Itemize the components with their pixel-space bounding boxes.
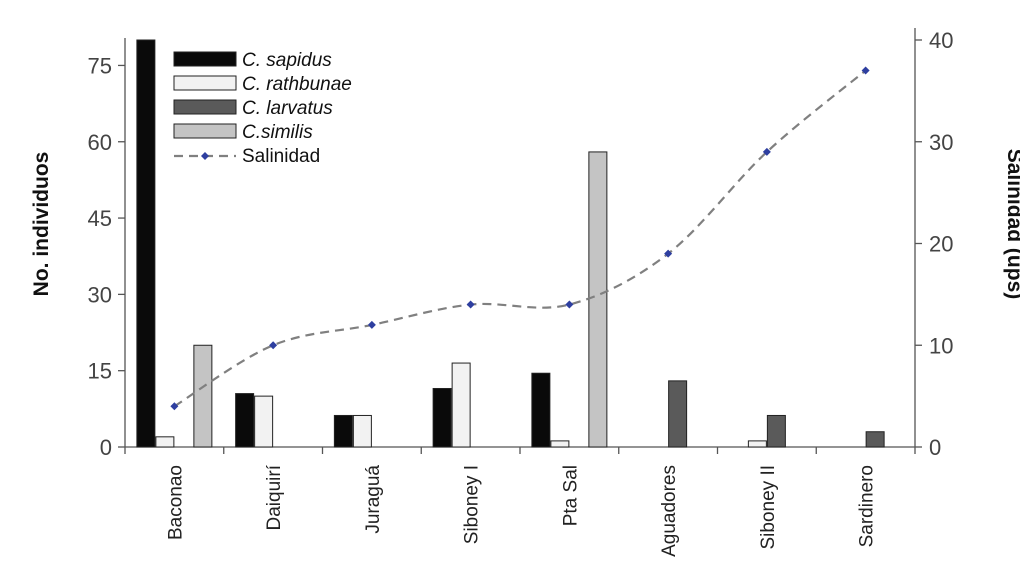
- y-tick-label-right: 10: [929, 333, 953, 358]
- x-tick-label: Sardinero: [857, 465, 878, 547]
- axis-labels: No. individuos Salinidad (ups): [30, 149, 1020, 300]
- y-tick-label-right: 30: [929, 130, 953, 155]
- x-tick-label: Daiquirí: [264, 464, 285, 530]
- legend-swatch: [173, 75, 237, 91]
- y-tick-label-left: 45: [88, 206, 112, 231]
- bar: [432, 387, 452, 448]
- salinity-point: [466, 300, 475, 309]
- salinity-point: [565, 300, 574, 309]
- y-tick-label-right: 0: [929, 435, 941, 460]
- salinity-point: [861, 66, 870, 75]
- axes: 0 15 30 45 60 75 0 10 20 30 40 Baconao Daiquirí Jurag…: [88, 28, 953, 557]
- salinity-point: [269, 341, 278, 350]
- legend-swatch: [173, 51, 237, 67]
- bar: [588, 151, 608, 448]
- y-tick-label-left: 75: [88, 53, 112, 78]
- legend-label: C. larvatus: [242, 98, 333, 119]
- x-tick-label: Baconao: [165, 465, 186, 540]
- bar: [531, 372, 551, 448]
- y-tick-label-left: 15: [88, 359, 112, 384]
- legend: C. sapidus C. rathbunae C. larvatus C.simil…: [173, 50, 352, 167]
- bar: [352, 414, 372, 448]
- y-tick-label-right: 20: [929, 232, 953, 257]
- x-tick-label: Juraguá: [363, 465, 384, 534]
- legend-swatch: [173, 99, 237, 115]
- x-tick-label: Pta Sal: [560, 465, 581, 526]
- legend-marker: [201, 152, 209, 160]
- bars: [136, 39, 885, 448]
- bar: [550, 440, 570, 448]
- bar: [155, 436, 175, 448]
- legend-label: Salinidad: [242, 146, 320, 167]
- bar: [747, 440, 767, 448]
- salinity-point: [762, 147, 771, 156]
- y-tick-label-left: 60: [88, 130, 112, 155]
- salinity-line: [170, 66, 870, 411]
- legend-label: C.similis: [242, 122, 313, 143]
- bar: [668, 380, 688, 448]
- y-axis-right-title: Salinidad (ups): [1003, 149, 1020, 300]
- salinity-line-path: [173, 69, 867, 408]
- legend-swatch: [173, 123, 237, 139]
- bar: [136, 39, 156, 448]
- y-tick-label-left: 0: [100, 435, 112, 460]
- legend-label: C. sapidus: [242, 50, 332, 71]
- y-tick-label-left: 30: [88, 282, 112, 307]
- x-tick-label: Siboney I: [462, 465, 483, 544]
- bar: [451, 362, 471, 448]
- salinity-point: [664, 249, 673, 258]
- bar: [333, 414, 353, 448]
- bar: [235, 393, 255, 448]
- bar: [865, 431, 885, 448]
- bar: [193, 344, 213, 448]
- y-axis-title: No. individuos: [30, 152, 53, 297]
- salinity-point: [170, 402, 179, 411]
- bar: [254, 395, 274, 448]
- bar: [766, 414, 786, 448]
- y-tick-label-right: 40: [929, 28, 953, 53]
- x-tick-label: Aguadores: [659, 465, 680, 557]
- legend-label: C. rathbunae: [242, 74, 352, 95]
- salinity-point: [367, 320, 376, 329]
- x-tick-label: Siboney II: [758, 465, 779, 550]
